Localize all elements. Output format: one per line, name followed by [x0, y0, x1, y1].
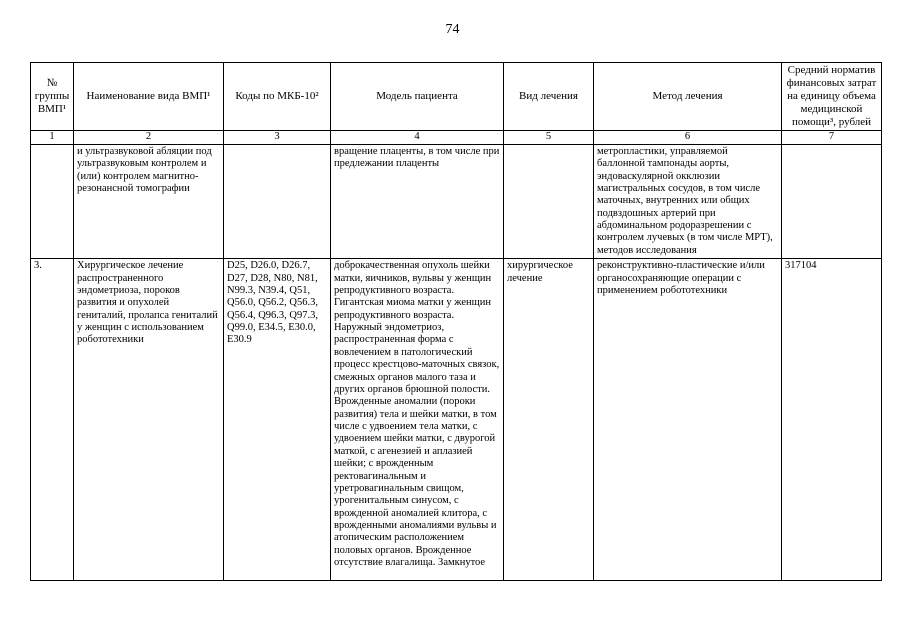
cell-patient-model: вращение плаценты, в том числе при предл…	[330, 143, 504, 260]
cell-average-cost: 317104	[781, 258, 882, 582]
column-number-1: 1	[30, 129, 74, 145]
cell-icd10-codes: D25, D26.0, D26.7, D27, D28, N80, N81, N…	[223, 258, 331, 582]
header-treatment-method: Метод лечения	[593, 62, 782, 131]
cell-treatment-type: хирургическое лечение	[503, 258, 594, 582]
table-header-row: № группы ВМП¹ Наименование вида ВМП¹ Код…	[30, 62, 882, 131]
cell-average-cost	[781, 143, 882, 260]
cell-treatment-method: метропластики, управляемой баллонной там…	[593, 143, 782, 260]
cell-vmp-name: и ультразвуковой абляции под ультразвуко…	[73, 143, 224, 260]
cell-patient-model: доброкачественная опухоль шейки матки, я…	[330, 258, 504, 582]
page-number: 74	[445, 22, 460, 37]
table-row-group-3: 3. Хирургическое лечение распространенно…	[30, 258, 882, 582]
column-number-row: 1 2 3 4 5 6 7	[30, 129, 882, 145]
cell-group-number: 3.	[30, 258, 74, 582]
column-number-6: 6	[593, 129, 782, 145]
column-number-7: 7	[781, 129, 882, 145]
header-treatment-type: Вид лечения	[503, 62, 594, 131]
cell-icd10-codes	[223, 143, 331, 260]
column-number-5: 5	[503, 129, 594, 145]
cell-treatment-method: реконструктивно-пластические и/или орган…	[593, 258, 782, 582]
header-icd10-codes: Коды по МКБ-10²	[223, 62, 331, 131]
column-number-3: 3	[223, 129, 331, 145]
header-vmp-name: Наименование вида ВМП¹	[73, 62, 224, 131]
header-patient-model: Модель пациента	[330, 62, 504, 131]
table-row-continued: и ультразвуковой абляции под ультразвуко…	[30, 143, 882, 260]
vmp-tariff-table: № группы ВМП¹ Наименование вида ВМП¹ Код…	[30, 62, 882, 582]
cell-treatment-type	[503, 143, 594, 260]
cell-vmp-name: Хирургическое лечение распространенного …	[73, 258, 224, 582]
column-number-2: 2	[73, 129, 224, 145]
cell-group-number	[30, 143, 74, 260]
header-group-number: № группы ВМП¹	[30, 62, 74, 131]
column-number-4: 4	[330, 129, 504, 145]
header-average-cost: Средний норматив финансовых затрат на ед…	[781, 62, 882, 131]
